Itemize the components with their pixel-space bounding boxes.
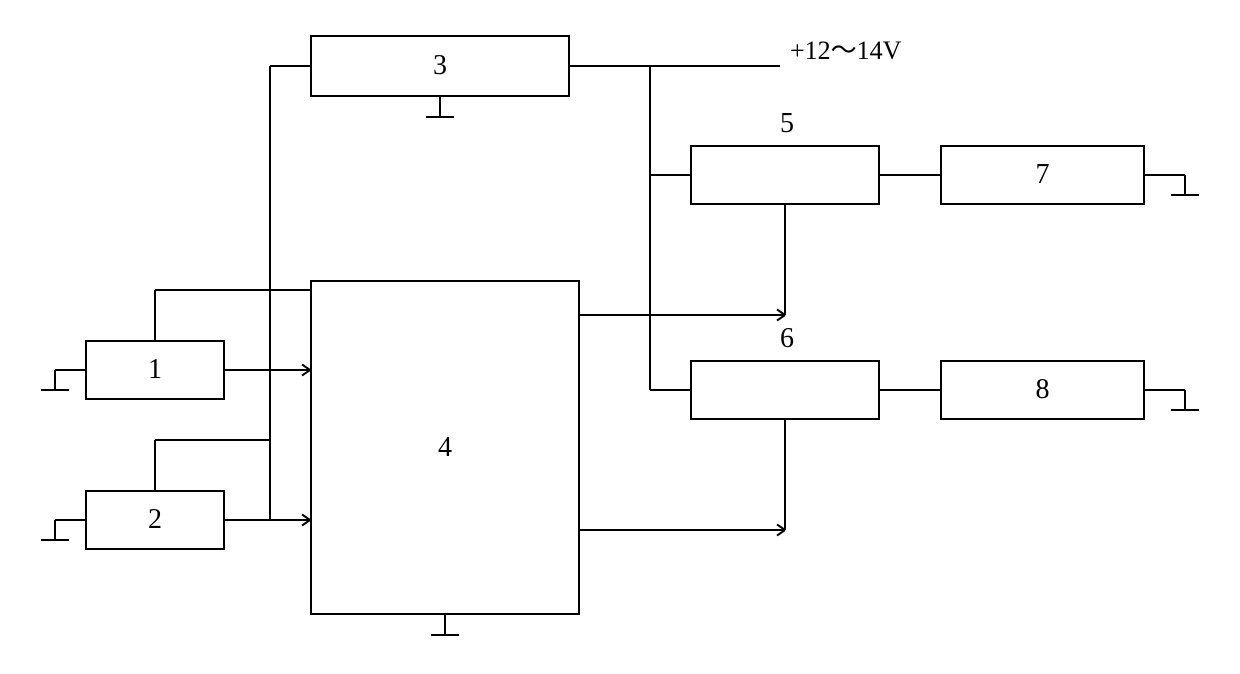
- block-1: 1: [85, 340, 225, 400]
- wiring-layer: [0, 0, 1240, 674]
- voltage-label: +12～14V: [790, 30, 901, 67]
- block-6-relay: [690, 360, 880, 420]
- block-8-label: 8: [1036, 374, 1050, 406]
- block-8: 8: [940, 360, 1145, 420]
- block-4-label: 4: [438, 432, 452, 464]
- diagram-canvas: 1 2 3 4 7 8 5 6 +12～14V: [0, 0, 1240, 674]
- block-1-label: 1: [148, 354, 162, 386]
- block-5-label: 5: [780, 108, 794, 140]
- block-3: 3: [310, 35, 570, 97]
- block-2: 2: [85, 490, 225, 550]
- block-3-label: 3: [433, 50, 447, 82]
- block-6-label: 6: [780, 323, 794, 355]
- block-4: 4: [310, 280, 580, 615]
- block-2-label: 2: [148, 504, 162, 536]
- block-7-label: 7: [1036, 159, 1050, 191]
- block-7: 7: [940, 145, 1145, 205]
- block-5-relay: [690, 145, 880, 205]
